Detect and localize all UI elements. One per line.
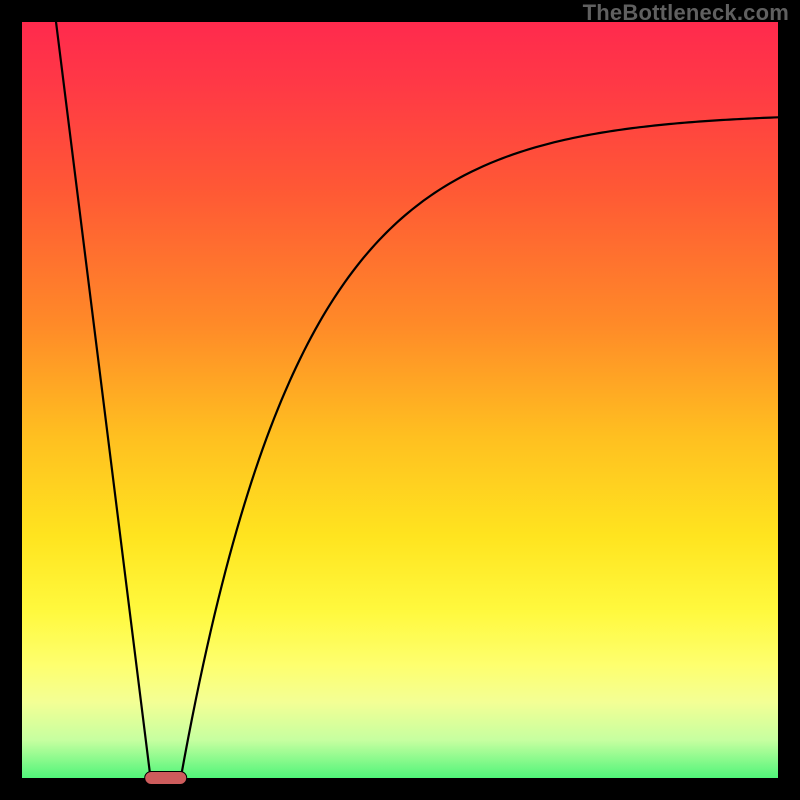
right-curve [181, 117, 778, 778]
curves-layer [22, 22, 778, 778]
watermark-text: TheBottleneck.com [583, 0, 789, 26]
chart-root: TheBottleneck.com [0, 0, 800, 800]
plot-area [22, 22, 778, 778]
left-line [56, 22, 151, 778]
bottleneck-marker [144, 771, 188, 785]
